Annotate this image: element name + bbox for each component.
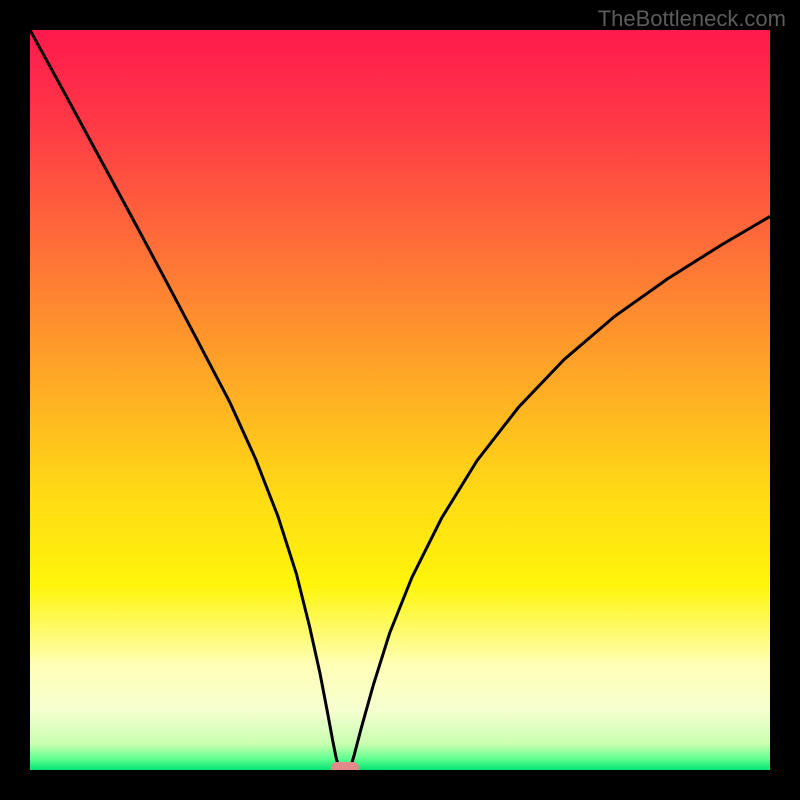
curve-right-branch	[350, 216, 770, 767]
curve-left-branch	[30, 30, 339, 768]
minimum-marker	[331, 762, 359, 770]
plot-area	[30, 30, 770, 770]
watermark-text: TheBottleneck.com	[598, 6, 786, 32]
bottleneck-curve	[30, 30, 770, 770]
